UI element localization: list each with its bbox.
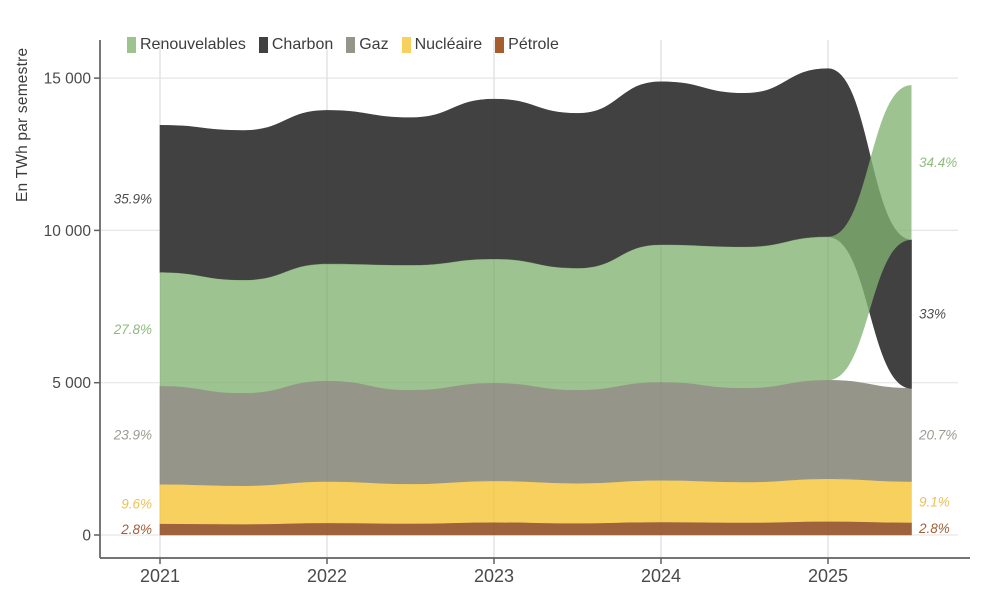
y-axis-title: En TWh par semestre — [14, 47, 31, 203]
x-tick-label-2021: 2021 — [140, 566, 180, 586]
legend-item-nucleaire[interactable]: Nucléaire — [401, 36, 483, 53]
legend-item-petrole[interactable]: Pétrole — [495, 37, 559, 53]
legend-label-charbon: Charbon — [271, 36, 334, 53]
legend-item-charbon[interactable]: Charbon — [258, 36, 334, 53]
pct-label-start-nucleaire: 9.6% — [121, 496, 152, 511]
pct-label-end-charbon: 33% — [919, 307, 946, 322]
y-tick-label-10000: 10 000 — [44, 223, 92, 240]
pct-label-end-petrole: 2.8% — [918, 521, 950, 536]
y-tick-label-5000: 5 000 — [52, 375, 91, 392]
legend-swatch-petrole — [495, 37, 505, 53]
pct-label-end-renouvelables: 34.4% — [919, 155, 957, 170]
x-tick-label-2022: 2022 — [307, 566, 347, 586]
legend-label-petrole: Pétrole — [508, 36, 559, 53]
pct-label-end-nucleaire: 9.1% — [919, 494, 950, 509]
legend-label-renouvelables: Renouvelables — [140, 36, 246, 53]
pct-label-start-renouvelables: 27.8% — [113, 322, 152, 337]
legend-swatch-renouvelables — [127, 37, 136, 53]
x-tick-label-2023: 2023 — [474, 566, 514, 586]
legend: Renouvelables Charbon Gaz Nucléaire Pétrole — [127, 37, 559, 53]
y-tick-label-15000: 15 000 — [44, 71, 92, 88]
legend-swatch-nucleaire — [401, 37, 411, 53]
pct-label-start-petrole: 2.8% — [120, 522, 152, 537]
pct-label-end-gaz: 20.7% — [918, 427, 957, 442]
legend-item-renouvelables[interactable]: Renouvelables — [127, 37, 246, 53]
x-tick-label-2024: 2024 — [641, 566, 681, 586]
legend-label-gaz: Gaz — [359, 36, 389, 53]
y-tick-label-0: 0 — [82, 528, 91, 545]
legend-swatch-gaz — [346, 37, 356, 53]
legend-item-gaz[interactable]: Gaz — [346, 36, 389, 53]
area-nucleaire[interactable] — [159, 478, 912, 525]
pct-label-start-charbon: 35.9% — [114, 191, 152, 206]
area-gaz[interactable] — [159, 379, 912, 486]
area-charbon[interactable] — [159, 68, 912, 389]
pct-label-start-gaz: 23.9% — [113, 428, 152, 443]
area-renouvelables[interactable] — [160, 85, 912, 394]
x-tick-label-2025: 2025 — [808, 566, 848, 586]
legend-label-nucleaire: Nucléaire — [414, 36, 483, 53]
legend-swatch-charbon — [258, 37, 268, 53]
